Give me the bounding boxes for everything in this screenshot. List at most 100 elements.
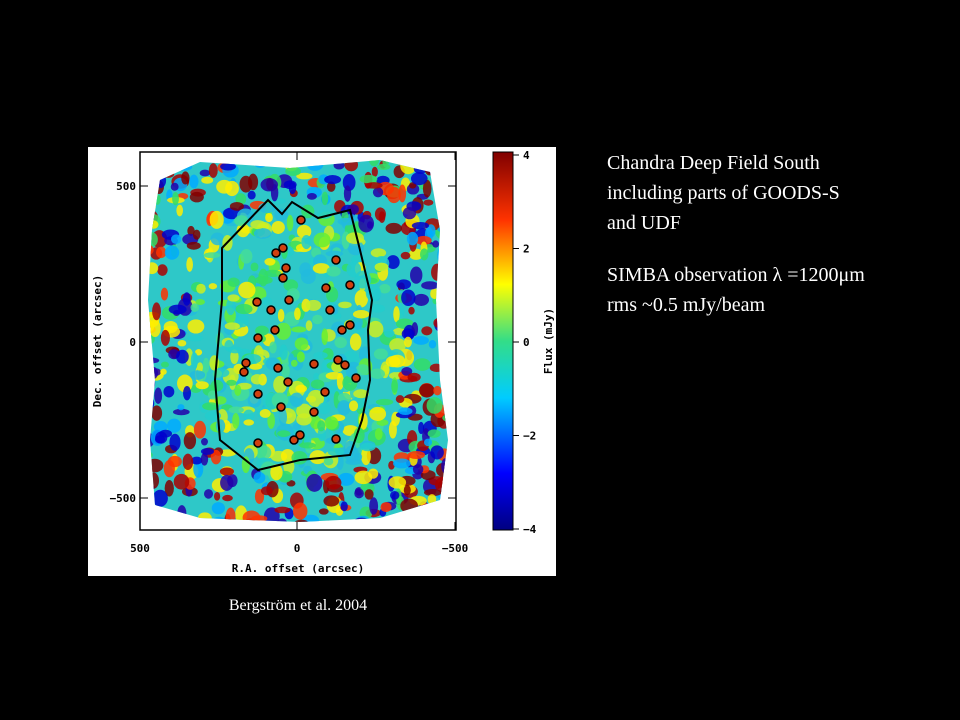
map-blob	[234, 384, 242, 396]
map-blob	[400, 251, 411, 260]
map-blob	[313, 232, 331, 248]
map-blob	[306, 193, 317, 200]
map-blob	[255, 445, 272, 460]
map-blob	[186, 257, 193, 272]
map-blob	[370, 248, 387, 258]
map-blob	[187, 335, 204, 342]
map-blob	[336, 453, 344, 471]
map-blob	[326, 266, 341, 277]
map-blob	[398, 407, 413, 415]
x-label: R.A. offset (arcsec)	[232, 562, 364, 575]
map-blob	[401, 289, 416, 307]
map-blob	[376, 163, 391, 170]
source	[340, 360, 350, 370]
map-blob	[260, 296, 273, 306]
map-blob	[323, 495, 340, 507]
map-blob	[290, 359, 298, 367]
map-blob	[407, 450, 426, 459]
map-blob	[250, 262, 259, 272]
map-blob	[389, 338, 406, 353]
map-blob	[215, 419, 226, 433]
map-blob	[189, 191, 204, 203]
colorbar-tick-label: 4	[523, 149, 530, 162]
map-blob	[337, 472, 355, 486]
source	[345, 320, 355, 330]
map-blob	[413, 335, 429, 345]
x-tick-label: 0	[294, 542, 301, 555]
map-blob	[295, 384, 307, 393]
map-blob	[253, 228, 272, 239]
map-blob	[220, 162, 236, 171]
map-blob	[228, 346, 243, 354]
map-blob	[433, 385, 442, 396]
text-line: and UDF	[607, 212, 681, 234]
map-blob	[161, 361, 169, 368]
map-blob	[280, 448, 295, 463]
map-blob	[279, 344, 288, 361]
map-blob	[164, 480, 174, 497]
source	[309, 407, 319, 417]
colorbar	[492, 151, 514, 531]
map-blob	[305, 320, 313, 331]
map-blob	[225, 180, 239, 197]
map-blob	[313, 372, 320, 381]
map-blob	[170, 182, 179, 191]
map-blob	[236, 223, 250, 238]
map-blob	[337, 392, 352, 404]
map-blob	[191, 456, 203, 465]
map-blob	[371, 166, 378, 177]
map-blob	[182, 453, 194, 471]
source	[289, 435, 299, 445]
map-blob	[277, 309, 285, 322]
map-blob	[385, 222, 402, 234]
y-tick-label: −500	[110, 492, 137, 505]
map-blob	[218, 449, 237, 457]
source	[331, 434, 341, 444]
map-blob	[291, 451, 308, 465]
map-blob	[384, 329, 395, 338]
map-blob	[343, 185, 352, 202]
map-blob	[369, 304, 386, 313]
contour	[213, 198, 374, 472]
map-blob	[220, 474, 234, 491]
map-blob	[267, 412, 276, 429]
map-blob	[196, 362, 203, 373]
map-blob	[296, 351, 305, 363]
map-blob	[243, 419, 255, 426]
map-blob	[338, 301, 352, 309]
map-blob	[250, 220, 266, 229]
source	[278, 243, 288, 253]
map-blob	[334, 336, 347, 349]
map-blob	[160, 368, 167, 375]
map-blob	[305, 299, 322, 311]
map-blob	[241, 456, 251, 474]
map-blob	[167, 418, 182, 433]
map-blob	[374, 262, 389, 272]
map-blob	[183, 432, 197, 450]
map-blob	[410, 172, 428, 186]
map-blob	[213, 491, 221, 501]
map-blob	[430, 445, 444, 460]
map-blob	[226, 379, 237, 386]
map-blob	[176, 204, 184, 217]
map-blob	[203, 489, 214, 499]
map-blob	[313, 351, 328, 359]
map-blob	[374, 207, 386, 221]
map-blob	[420, 248, 429, 261]
source	[266, 305, 276, 315]
map-blob	[323, 457, 334, 466]
source	[337, 325, 347, 335]
map-blob	[393, 306, 400, 323]
map-blob	[390, 491, 400, 500]
map-blob	[187, 319, 205, 334]
map-blob	[306, 473, 323, 492]
map-blob	[401, 328, 415, 340]
map-blob	[152, 302, 161, 321]
map-blob	[152, 489, 168, 507]
map-blob	[176, 349, 189, 364]
map-blob	[423, 488, 442, 497]
map-blob	[346, 232, 364, 245]
map-blob	[364, 489, 374, 500]
map-blob	[354, 289, 369, 308]
map-blob	[393, 458, 411, 469]
